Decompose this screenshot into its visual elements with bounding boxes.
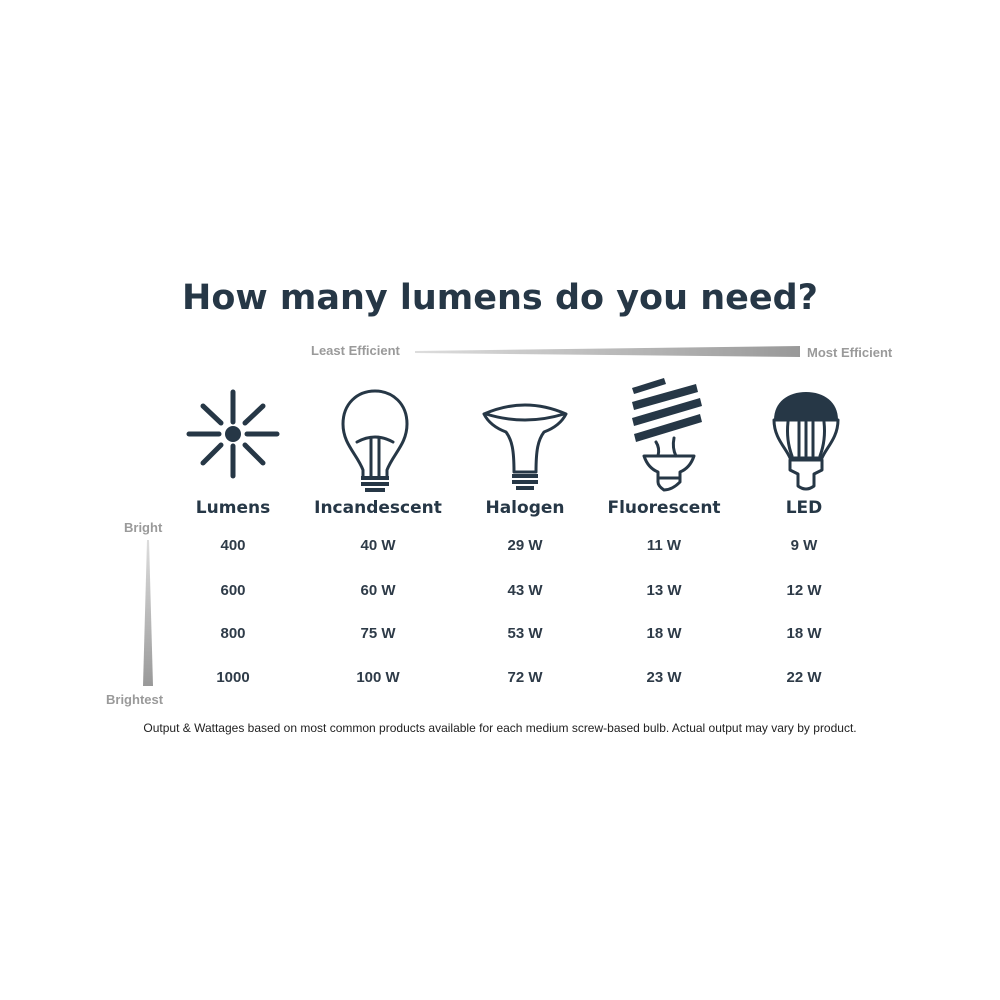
sun-burst-icon	[186, 389, 280, 479]
table-cell: 11 W	[646, 537, 682, 554]
table-cell: 18 W	[786, 625, 822, 642]
table-cell: 9 W	[790, 537, 818, 554]
least-efficient-label: Least Efficient	[311, 343, 400, 358]
table-cell: 800	[220, 625, 246, 642]
table-cell: 18 W	[646, 625, 682, 642]
footnote: Output & Wattages based on most common p…	[143, 721, 857, 735]
table-cell: 29 W	[507, 537, 543, 554]
bright-label: Bright	[124, 520, 163, 535]
table-cell: 600	[220, 582, 246, 599]
page-title: How many lumens do you need?	[182, 278, 818, 318]
table-cell: 40 W	[360, 537, 396, 554]
column-header-led: LED	[785, 498, 823, 518]
table-cell: 13 W	[646, 582, 682, 599]
table-cell: 1000	[216, 669, 250, 686]
table-cell: 72 W	[507, 669, 543, 686]
efficiency-gradient-bar	[415, 346, 800, 357]
led-bulb-icon	[772, 392, 840, 491]
column-header-lumens: Lumens	[195, 498, 271, 518]
brightest-label: Brightest	[106, 692, 164, 707]
table-cell: 23 W	[646, 669, 682, 686]
halogen-bulb-icon	[482, 403, 568, 490]
table-cell: 53 W	[507, 625, 543, 642]
table-cell: 100 W	[356, 669, 400, 686]
table-cell: 43 W	[507, 582, 543, 599]
fluorescent-bulb-icon	[632, 378, 702, 492]
column-header-halogen: Halogen	[485, 498, 565, 518]
incandescent-bulb-icon	[341, 389, 409, 492]
table-cell: 400	[220, 537, 246, 554]
most-efficient-label: Most Efficient	[807, 345, 893, 360]
table-cell: 12 W	[786, 582, 822, 599]
table-cell: 60 W	[360, 582, 396, 599]
table-cell: 75 W	[360, 625, 396, 642]
column-header-incandescent: Incandescent	[314, 498, 442, 518]
column-header-fluorescent: Fluorescent	[607, 498, 721, 518]
brightness-gradient-bar	[143, 540, 153, 686]
table-cell: 22 W	[786, 669, 822, 686]
